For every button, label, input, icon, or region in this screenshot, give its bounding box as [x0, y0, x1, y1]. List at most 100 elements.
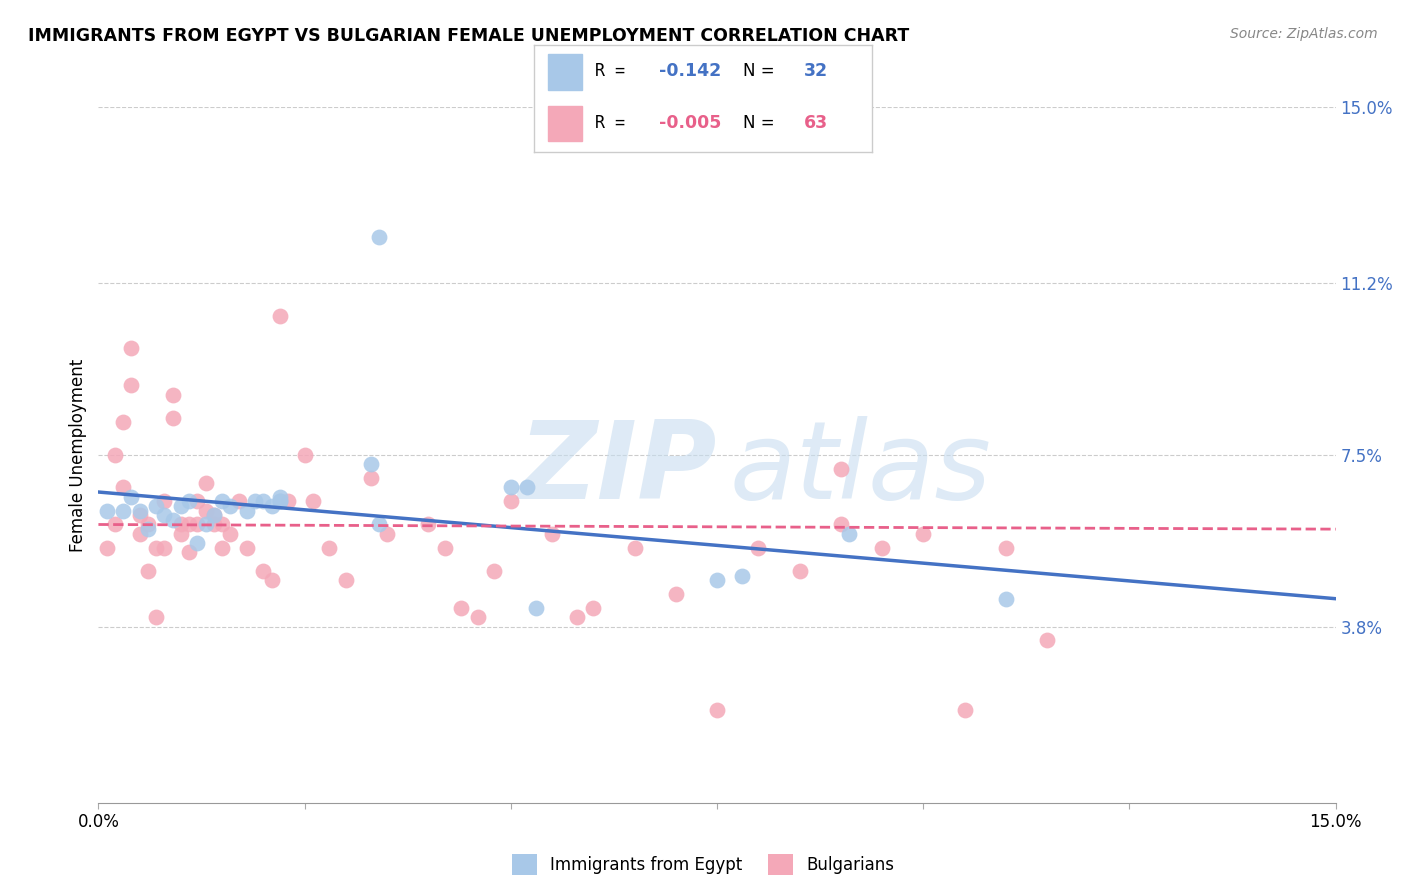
- Text: 63: 63: [804, 114, 828, 132]
- Point: [912, 526, 935, 541]
- Point: [120, 490, 142, 504]
- Point: [112, 503, 135, 517]
- Point: [747, 541, 769, 555]
- Point: [360, 471, 382, 485]
- Point: [120, 378, 142, 392]
- Text: R =: R =: [595, 114, 636, 132]
- Point: [418, 517, 440, 532]
- Text: Source: ZipAtlas.com: Source: ZipAtlas.com: [1230, 27, 1378, 41]
- Point: [186, 536, 208, 550]
- Point: [565, 610, 588, 624]
- Point: [211, 494, 233, 508]
- Point: [302, 494, 325, 508]
- Point: [277, 494, 299, 508]
- Point: [162, 513, 184, 527]
- Y-axis label: Female Unemployment: Female Unemployment: [69, 359, 87, 551]
- Point: [179, 494, 201, 508]
- Point: [170, 517, 193, 532]
- Point: [260, 499, 283, 513]
- Point: [186, 517, 208, 532]
- Point: [433, 541, 456, 555]
- Point: [186, 494, 208, 508]
- Point: [136, 517, 159, 532]
- Point: [731, 568, 754, 582]
- Point: [96, 503, 118, 517]
- Point: [128, 526, 150, 541]
- Point: [202, 517, 225, 532]
- Point: [120, 341, 142, 355]
- Point: [484, 564, 506, 578]
- Point: [179, 545, 201, 559]
- Text: N =: N =: [744, 62, 780, 80]
- Point: [194, 503, 217, 517]
- Point: [367, 230, 389, 244]
- Text: ZIP: ZIP: [519, 416, 717, 522]
- Point: [582, 601, 605, 615]
- Point: [153, 508, 176, 523]
- Point: [252, 494, 274, 508]
- Bar: [548, 105, 582, 141]
- Legend: Immigrants from Egypt, Bulgarians: Immigrants from Egypt, Bulgarians: [512, 855, 894, 875]
- Point: [145, 610, 167, 624]
- Point: [236, 541, 259, 555]
- Point: [665, 587, 688, 601]
- Point: [499, 494, 522, 508]
- Text: -0.005: -0.005: [659, 114, 721, 132]
- Point: [202, 508, 225, 523]
- Point: [994, 541, 1017, 555]
- Point: [838, 526, 860, 541]
- Point: [335, 573, 357, 587]
- Text: N =: N =: [744, 114, 780, 132]
- Point: [128, 508, 150, 523]
- Point: [170, 499, 193, 513]
- Point: [136, 522, 159, 536]
- Point: [706, 703, 728, 717]
- Point: [1036, 633, 1059, 648]
- Point: [367, 517, 389, 532]
- Point: [104, 517, 127, 532]
- Point: [260, 573, 283, 587]
- Point: [179, 517, 201, 532]
- Point: [252, 564, 274, 578]
- Point: [706, 573, 728, 587]
- Point: [96, 541, 118, 555]
- Point: [269, 494, 291, 508]
- Point: [219, 499, 242, 513]
- Point: [269, 494, 291, 508]
- Point: [499, 480, 522, 494]
- Point: [153, 494, 176, 508]
- Point: [236, 503, 259, 517]
- Point: [623, 541, 645, 555]
- Point: [524, 601, 547, 615]
- Point: [516, 480, 538, 494]
- Point: [243, 494, 266, 508]
- Point: [128, 503, 150, 517]
- Text: IMMIGRANTS FROM EGYPT VS BULGARIAN FEMALE UNEMPLOYMENT CORRELATION CHART: IMMIGRANTS FROM EGYPT VS BULGARIAN FEMAL…: [28, 27, 910, 45]
- Point: [269, 490, 291, 504]
- Point: [194, 517, 217, 532]
- Point: [830, 462, 852, 476]
- Text: 32: 32: [804, 62, 828, 80]
- Point: [375, 526, 398, 541]
- Point: [360, 457, 382, 471]
- Point: [830, 517, 852, 532]
- Point: [112, 480, 135, 494]
- Point: [789, 564, 811, 578]
- Point: [112, 416, 135, 430]
- Point: [145, 541, 167, 555]
- Point: [104, 448, 127, 462]
- Point: [162, 387, 184, 401]
- Point: [202, 508, 225, 523]
- Point: [211, 517, 233, 532]
- Point: [219, 526, 242, 541]
- Point: [953, 703, 976, 717]
- Point: [136, 564, 159, 578]
- Text: -0.142: -0.142: [659, 62, 721, 80]
- Point: [269, 309, 291, 323]
- Bar: [548, 54, 582, 89]
- Point: [162, 410, 184, 425]
- Point: [870, 541, 893, 555]
- Point: [153, 541, 176, 555]
- Text: atlas: atlas: [730, 417, 991, 521]
- Point: [294, 448, 316, 462]
